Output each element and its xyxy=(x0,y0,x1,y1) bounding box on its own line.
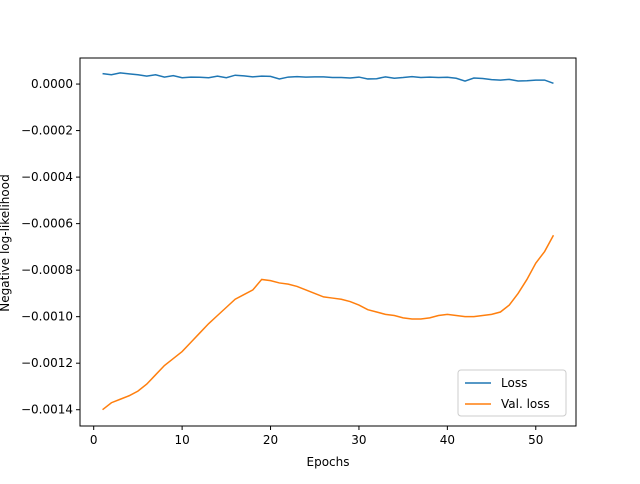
y-axis-label: Negative log-likelihood xyxy=(0,174,12,311)
x-tick-label: 10 xyxy=(174,433,189,447)
line-series xyxy=(102,72,554,85)
y-tick-label: −0.0010 xyxy=(21,310,73,324)
plot-frame xyxy=(79,57,577,427)
y-tick-label: −0.0006 xyxy=(21,217,73,231)
legend-label: Val. loss xyxy=(501,397,550,411)
y-tick-label: −0.0012 xyxy=(21,356,73,370)
y-tick-label: −0.0014 xyxy=(21,403,73,417)
x-tick-label: 0 xyxy=(90,433,98,447)
y-tick-label: −0.0002 xyxy=(21,124,73,138)
legend-label: Loss xyxy=(501,376,527,390)
x-tick-label: 20 xyxy=(263,433,278,447)
x-tick-label: 40 xyxy=(440,433,455,447)
x-axis-label: Epochs xyxy=(307,455,350,469)
y-tick-label: −0.0008 xyxy=(21,263,73,277)
y-tick-label: −0.0004 xyxy=(21,170,73,184)
x-tick-label: 30 xyxy=(351,433,366,447)
y-tick-label: 0.0000 xyxy=(31,77,73,91)
x-tick-label: 50 xyxy=(528,433,543,447)
line-series xyxy=(102,234,555,411)
